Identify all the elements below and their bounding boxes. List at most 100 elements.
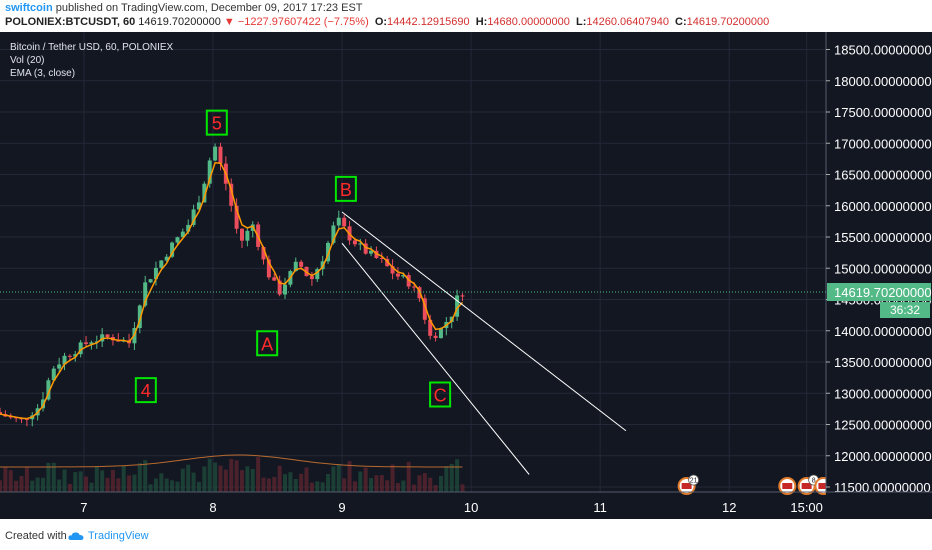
volume-bar bbox=[57, 479, 62, 492]
ema-line bbox=[0, 162, 464, 420]
price-tick-label: 11500.00000000 bbox=[834, 480, 931, 495]
volume-bar bbox=[266, 478, 271, 492]
event-markers: 21 8 bbox=[677, 474, 833, 495]
price-tick-label: 17000.00000000 bbox=[834, 136, 932, 151]
volume-bar bbox=[428, 477, 433, 492]
candle-body bbox=[41, 399, 46, 409]
volume-bar bbox=[288, 472, 293, 492]
volume-bar bbox=[121, 465, 126, 492]
time-tick-label: 9 bbox=[338, 500, 345, 515]
price-tag-value: 14619.70200000 bbox=[834, 285, 932, 300]
published-text: published on TradingView.com, December 0… bbox=[55, 2, 363, 14]
volume-bar bbox=[164, 478, 169, 492]
footer: Created with TradingView bbox=[0, 522, 932, 550]
volume-ma-line bbox=[0, 454, 463, 468]
volume-bar bbox=[19, 476, 24, 492]
price-tick-label: 15000.00000000 bbox=[834, 261, 932, 276]
price-tick-label: 12500.00000000 bbox=[834, 418, 932, 433]
wave-label: B bbox=[340, 180, 352, 200]
wave-label-box bbox=[205, 109, 228, 136]
candle-body bbox=[401, 275, 406, 277]
candle-body bbox=[0, 412, 2, 415]
volume-bar bbox=[159, 473, 164, 492]
volume-bar bbox=[277, 465, 282, 492]
volume-bar bbox=[304, 467, 309, 492]
volume-bar bbox=[116, 478, 121, 492]
volume-bar bbox=[374, 475, 379, 492]
time-tick-label: 7 bbox=[80, 500, 87, 515]
price-tick-label: 15500.00000000 bbox=[834, 230, 932, 245]
volume-bar bbox=[78, 471, 83, 492]
volume-bar bbox=[67, 483, 72, 492]
volume-bar bbox=[309, 482, 314, 492]
candle-body bbox=[326, 242, 331, 262]
volume-bar bbox=[229, 458, 234, 492]
candle-body bbox=[245, 230, 250, 241]
candle-body bbox=[229, 183, 234, 206]
price-change: ▼ −1227.97607422 (−7.75%) bbox=[223, 16, 369, 28]
price-tick-label: 13000.00000000 bbox=[834, 386, 932, 401]
volume-bar bbox=[175, 481, 180, 492]
volume-bar bbox=[3, 467, 8, 492]
time-tick-label: 15:00 bbox=[790, 500, 823, 515]
symbol-label: POLONIEX:BTCUSDT, 60 bbox=[5, 16, 136, 28]
volume-bar bbox=[223, 469, 228, 492]
volume-bar bbox=[342, 478, 347, 492]
candle-body bbox=[455, 295, 460, 317]
candle-body bbox=[84, 342, 89, 344]
volume-bar bbox=[395, 483, 400, 492]
price-tag-box bbox=[827, 283, 931, 302]
volume-bar bbox=[110, 469, 115, 492]
volume-bar bbox=[127, 475, 132, 492]
volume-bar bbox=[401, 480, 406, 492]
price-chart[interactable]: 5 B A 4 C 21 8 18500.00000000 18000.00000000 17… bbox=[0, 32, 932, 519]
wave-label: 4 bbox=[141, 381, 151, 401]
tradingview-link[interactable]: TradingView bbox=[88, 530, 149, 542]
candle-body bbox=[438, 328, 443, 339]
volume-bar bbox=[336, 464, 341, 492]
chart-grid bbox=[0, 32, 826, 492]
volume-bar bbox=[358, 471, 363, 492]
volume-bar bbox=[207, 458, 212, 492]
volume-bar bbox=[186, 464, 191, 492]
volume-bar bbox=[62, 469, 67, 492]
publish-line: swiftcoin published on TradingView.com, … bbox=[5, 2, 363, 14]
price-tag: 14619.70200000 36:32 bbox=[0, 283, 932, 319]
volume-bar bbox=[30, 480, 35, 492]
volume-bar bbox=[363, 467, 368, 492]
volume-bar bbox=[0, 480, 2, 492]
candle-body bbox=[385, 258, 390, 267]
wave-label: 5 bbox=[212, 114, 222, 134]
price-axis[interactable]: 18500.00000000 18000.00000000 17500.000000… bbox=[825, 32, 932, 519]
volume-bar bbox=[105, 477, 110, 492]
ohlc-line: POLONIEX:BTCUSDT, 60 14619.70200000 ▼ −1… bbox=[5, 16, 769, 28]
event-count: 8 bbox=[812, 478, 816, 485]
close-value: 14619.70200000 bbox=[686, 16, 770, 28]
volume-bar bbox=[369, 478, 374, 492]
candle-body bbox=[191, 209, 196, 225]
volume-bar bbox=[283, 474, 288, 492]
price-axis-bg bbox=[826, 32, 932, 519]
chart-background bbox=[0, 32, 932, 519]
wave-labels: 5 B A 4 C bbox=[134, 109, 452, 408]
author-link[interactable]: swiftcoin bbox=[5, 2, 53, 14]
candle-body bbox=[272, 277, 277, 281]
candle-body bbox=[428, 319, 433, 336]
trendline bbox=[341, 242, 530, 475]
time-axis[interactable]: 7 8 9 10 11 12 15:00 bbox=[0, 491, 932, 515]
high-label: H: bbox=[475, 16, 488, 28]
volume-bar bbox=[35, 477, 40, 492]
volume-bar bbox=[89, 482, 94, 492]
flag-icon bbox=[782, 483, 793, 489]
volume-bar bbox=[293, 479, 298, 492]
candle-body bbox=[89, 342, 94, 344]
candle-body bbox=[315, 269, 320, 280]
volume-bar bbox=[455, 459, 460, 492]
candle-body bbox=[433, 335, 438, 339]
flag-icon bbox=[681, 483, 692, 489]
candle-body bbox=[73, 354, 78, 357]
candle-body bbox=[164, 256, 169, 261]
close-label: C: bbox=[675, 16, 687, 28]
wave-label-box bbox=[334, 175, 357, 202]
price-tick-label: 16500.00000000 bbox=[834, 168, 932, 183]
